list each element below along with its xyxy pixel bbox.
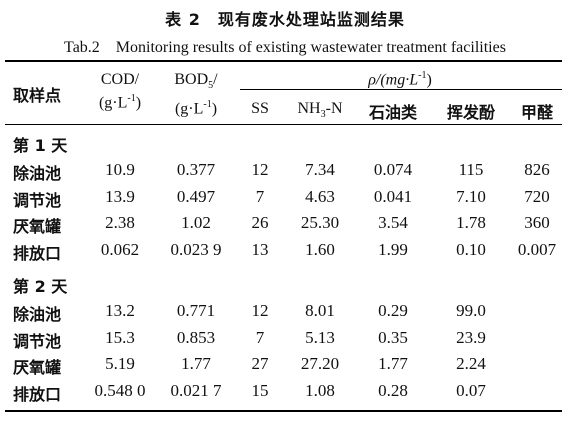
row-label: 排放口: [13, 243, 62, 263]
table-cell: 360: [524, 213, 550, 232]
table-cell: 23.9: [456, 327, 486, 347]
table-cell: 7: [255, 327, 265, 347]
table-cell: 0.771: [176, 301, 216, 320]
table-title-cn: 表 2 现有废水处理站监测结果: [165, 10, 405, 29]
header-bod-line2: (g·L-1): [174, 99, 218, 118]
table-cell: 0.853: [176, 327, 216, 347]
table-cell: 0.377: [176, 160, 216, 179]
table-cell: 13: [251, 239, 269, 259]
table-cell: 25.30: [300, 213, 340, 232]
table-cell: 1.77: [378, 354, 408, 373]
table-cell: 27.20: [300, 354, 340, 373]
bottom-rule: [5, 410, 562, 412]
table-cell: 0.007: [517, 239, 557, 259]
table-cell: 13.9: [105, 186, 135, 206]
table-cell: 5.13: [305, 327, 335, 347]
table-cell: 2.38: [105, 213, 135, 232]
table-cell: 3.54: [378, 213, 408, 232]
row-label: 除油池: [13, 305, 62, 324]
table-cell: 27: [251, 354, 269, 373]
table-cell: 0.35: [378, 327, 408, 347]
table-cell: 13.2: [105, 301, 135, 320]
header-col-ss: SS: [251, 100, 269, 117]
table-cell: 1.77: [181, 354, 211, 373]
header-col-petroleum: 石油类: [368, 103, 418, 122]
section-label-day1: 第 1 天: [13, 136, 68, 155]
table-cell: 0.023 9: [170, 239, 222, 259]
table-cell: 0.29: [378, 301, 408, 320]
table-cell: 8.01: [305, 301, 335, 320]
table-cell: 12: [251, 301, 269, 320]
table-cell: 115: [458, 160, 484, 179]
header-sample-point: 取样点: [13, 86, 62, 105]
table-cell: 12: [251, 160, 269, 179]
table-cell: 4.63: [305, 186, 335, 206]
table-cell: 0.041: [373, 186, 413, 206]
table-cell: 1.78: [456, 213, 486, 232]
table-cell: 1.02: [181, 213, 211, 232]
table-cell: 0.28: [378, 380, 408, 400]
header-col-phenol: 挥发酚: [446, 103, 496, 122]
header-cod: COD/ (g·L-1): [99, 70, 141, 112]
table-cell: 0.548 0: [94, 380, 146, 400]
table-title-en: Tab.2 Monitoring results of existing was…: [64, 39, 506, 56]
table-cell: 5.19: [105, 354, 135, 373]
section-label-day2: 第 2 天: [13, 277, 68, 296]
table-cell: 0.10: [456, 239, 486, 259]
table-cell: 1.60: [305, 239, 335, 259]
table-cell: 15.3: [105, 327, 135, 347]
rho-group-rule: [240, 89, 562, 90]
table-cell: 10.9: [105, 160, 135, 179]
table-cell: 0.497: [176, 186, 216, 206]
table-cell: 7: [255, 186, 265, 206]
table-cell: 26: [251, 213, 269, 232]
table-cell: 0.021 7: [170, 380, 222, 400]
header-bod-line1: BOD5/: [174, 71, 218, 92]
table-cell: 0.074: [373, 160, 413, 179]
row-label: 厌氧罐: [13, 358, 62, 377]
header-rho-group: ρ/(mg·L-1): [368, 70, 432, 89]
row-label: 厌氧罐: [13, 217, 62, 236]
row-label: 调节池: [13, 190, 62, 210]
header-bottom-rule: [5, 124, 562, 125]
table-cell: 15: [251, 380, 269, 400]
row-label: 除油池: [13, 164, 62, 183]
table-cell: 720: [524, 186, 550, 206]
row-label: 排放口: [13, 384, 62, 404]
row-label: 调节池: [13, 331, 62, 351]
table-cell: 2.24: [456, 354, 486, 373]
table-cell: 0.07: [456, 380, 486, 400]
header-bod: BOD5/ (g·L-1): [174, 70, 217, 119]
table-cell: 1.08: [305, 380, 335, 400]
header-cod-line1: COD/: [100, 71, 140, 88]
table-cell: 99.0: [456, 301, 486, 320]
table-cell: 0.062: [100, 239, 140, 259]
table-cell: 7.34: [305, 160, 335, 179]
top-rule: [5, 60, 562, 62]
table-cell: 1.99: [378, 239, 408, 259]
table-cell: 826: [524, 160, 550, 179]
header-col-formaldehyde: 甲醛: [520, 103, 554, 122]
table-cell: 7.10: [456, 186, 486, 206]
header-col-nh3n: NH3-N: [297, 100, 343, 121]
header-cod-line2: (g·L-1): [98, 93, 142, 112]
